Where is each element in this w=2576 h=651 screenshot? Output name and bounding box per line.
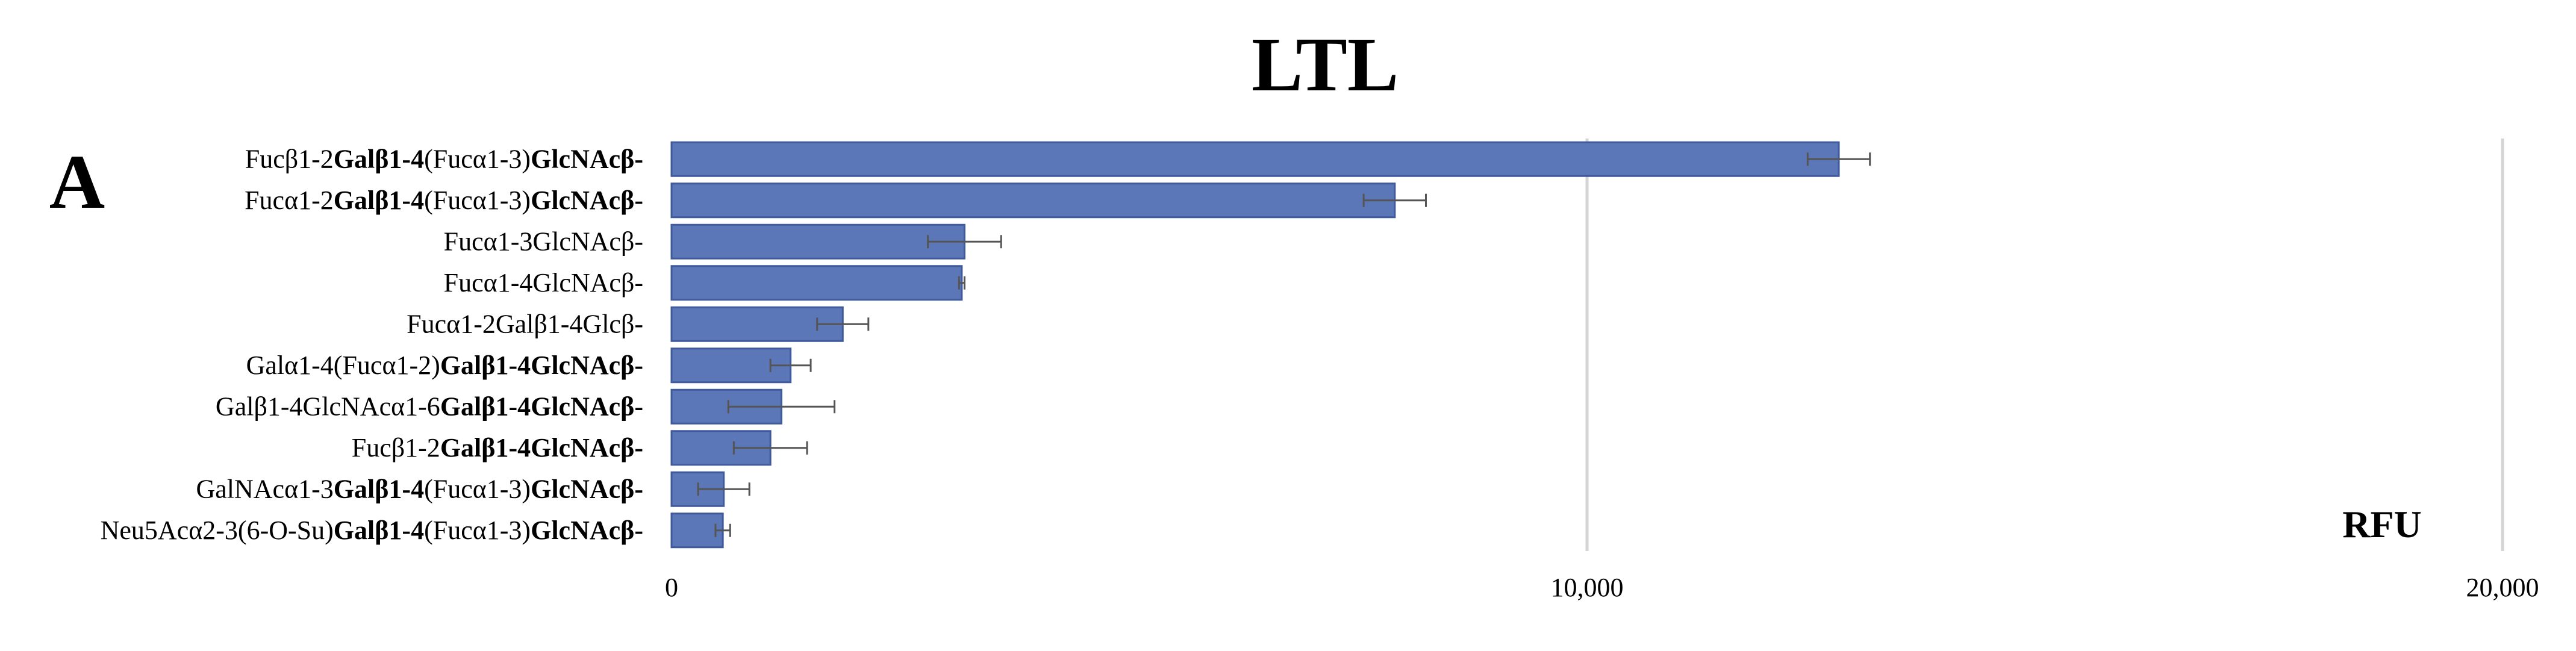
category-label: Galα1-4(Fucα1-2)Galβ1-4GlcNAcβ- (246, 350, 643, 380)
x-tick-label: 10,000 (1551, 573, 1624, 602)
category-label: Neu5Acα2-3(6-O-Su)Galβ1-4(Fucα1-3)GlcNAc… (101, 516, 643, 545)
category-label: Galβ1-4GlcNAcα1-6Galβ1-4GlcNAcβ- (216, 391, 643, 421)
panel-label: A (49, 139, 105, 225)
x-tick-labels: 0 10,000 20,000 (665, 573, 2539, 602)
category-label: Fucα1-4GlcNAcβ- (444, 268, 643, 297)
category-label: Fucβ1-2Galβ1-4(Fucα1-3)GlcNAcβ- (245, 144, 643, 173)
bar (670, 265, 963, 301)
category-label: Fucβ1-2Galβ1-4GlcNAcβ- (352, 433, 643, 463)
bar (670, 223, 965, 260)
category-labels: Fucβ1-2Galβ1-4(Fucα1-3)GlcNAcβ- Fucα1-2Ga… (101, 144, 643, 545)
category-label: GalNAcα1-3Galβ1-4(Fucα1-3)GlcNAcβ- (196, 474, 643, 503)
category-label: Fucα1-2Galβ1-4(Fucα1-3)GlcNAcβ- (245, 185, 643, 215)
bar (670, 141, 1840, 177)
bar (670, 182, 1396, 219)
chart-title: LTL (1252, 22, 1399, 107)
x-tick-label: 20,000 (2466, 573, 2539, 602)
category-label: Fucα1-3GlcNAcβ- (444, 226, 643, 256)
category-label: Fucα1-2Galβ1-4Glcβ- (407, 309, 643, 338)
bars (670, 141, 1840, 549)
x-tick-label: 0 (665, 573, 678, 602)
bar (670, 512, 724, 549)
axis-unit-label: RFU (2342, 503, 2422, 546)
error-bars (697, 152, 1871, 537)
gridlines (1585, 139, 2504, 551)
